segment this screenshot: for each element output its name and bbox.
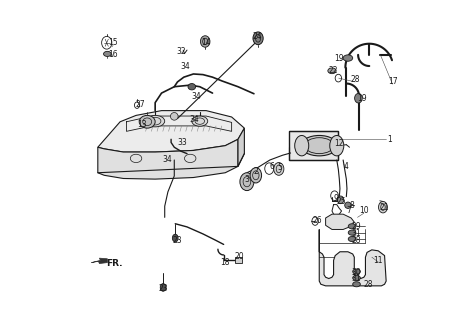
Text: 18: 18	[220, 258, 230, 267]
Ellipse shape	[295, 135, 309, 156]
Ellipse shape	[172, 234, 178, 242]
Circle shape	[170, 113, 178, 120]
Polygon shape	[319, 229, 386, 286]
Ellipse shape	[188, 84, 196, 90]
Text: 30: 30	[351, 268, 361, 277]
Text: 1: 1	[387, 135, 392, 144]
Text: 28: 28	[351, 236, 361, 245]
Polygon shape	[98, 139, 238, 179]
Text: 34: 34	[189, 115, 199, 124]
Text: 29: 29	[351, 222, 361, 231]
Text: 10: 10	[359, 206, 369, 215]
Ellipse shape	[348, 224, 356, 229]
Text: 14: 14	[201, 38, 211, 47]
Ellipse shape	[274, 163, 284, 175]
Text: 28: 28	[363, 280, 373, 289]
Text: 16: 16	[109, 50, 118, 59]
Ellipse shape	[378, 201, 387, 213]
Ellipse shape	[345, 202, 351, 208]
Text: 17: 17	[388, 77, 397, 86]
Text: 26: 26	[312, 216, 322, 225]
Ellipse shape	[355, 93, 362, 103]
Ellipse shape	[146, 116, 165, 127]
Text: 4: 4	[344, 162, 349, 171]
Polygon shape	[98, 111, 244, 152]
Ellipse shape	[139, 116, 155, 128]
Ellipse shape	[200, 36, 210, 47]
Ellipse shape	[240, 173, 254, 191]
Text: 34: 34	[191, 92, 201, 101]
Ellipse shape	[250, 168, 262, 183]
Text: 34: 34	[162, 155, 172, 164]
Text: 23: 23	[159, 284, 168, 292]
Text: 33: 33	[178, 138, 187, 147]
Ellipse shape	[337, 196, 344, 204]
Text: 6: 6	[269, 162, 274, 171]
Ellipse shape	[301, 135, 338, 156]
Text: 12: 12	[335, 139, 344, 148]
Text: 25: 25	[337, 197, 347, 206]
Ellipse shape	[160, 284, 166, 291]
Text: 11: 11	[374, 256, 383, 265]
Polygon shape	[91, 258, 108, 264]
Text: 34: 34	[180, 61, 190, 70]
Polygon shape	[238, 128, 244, 166]
Ellipse shape	[353, 275, 360, 280]
Text: 15: 15	[109, 38, 118, 47]
Text: 2: 2	[253, 167, 258, 176]
Text: 7: 7	[347, 206, 351, 215]
Ellipse shape	[328, 68, 336, 74]
Text: 23: 23	[173, 236, 182, 245]
Text: 13: 13	[138, 120, 147, 129]
Text: 9: 9	[334, 194, 338, 203]
Bar	[289, 131, 338, 160]
Polygon shape	[326, 214, 354, 229]
Ellipse shape	[353, 282, 360, 287]
Text: FR.: FR.	[106, 259, 123, 268]
Text: 20: 20	[235, 252, 244, 261]
Text: 28: 28	[350, 75, 360, 84]
Ellipse shape	[253, 32, 263, 45]
Text: 27: 27	[135, 100, 145, 109]
Text: 19: 19	[335, 53, 344, 62]
Text: 21: 21	[379, 203, 389, 212]
Text: 5: 5	[277, 164, 282, 172]
Ellipse shape	[330, 135, 344, 156]
Text: 31: 31	[351, 274, 361, 283]
Text: 22: 22	[329, 66, 338, 75]
Text: 19: 19	[357, 94, 367, 103]
Text: 3: 3	[244, 175, 249, 184]
Text: 24: 24	[253, 32, 263, 41]
Ellipse shape	[348, 230, 356, 235]
Ellipse shape	[343, 55, 353, 61]
Text: 31: 31	[351, 229, 361, 238]
Text: 32: 32	[177, 47, 187, 56]
Bar	[235, 258, 242, 263]
Ellipse shape	[348, 236, 356, 242]
Ellipse shape	[192, 116, 208, 126]
Ellipse shape	[104, 51, 111, 56]
Ellipse shape	[353, 269, 360, 274]
Text: 8: 8	[350, 201, 355, 210]
